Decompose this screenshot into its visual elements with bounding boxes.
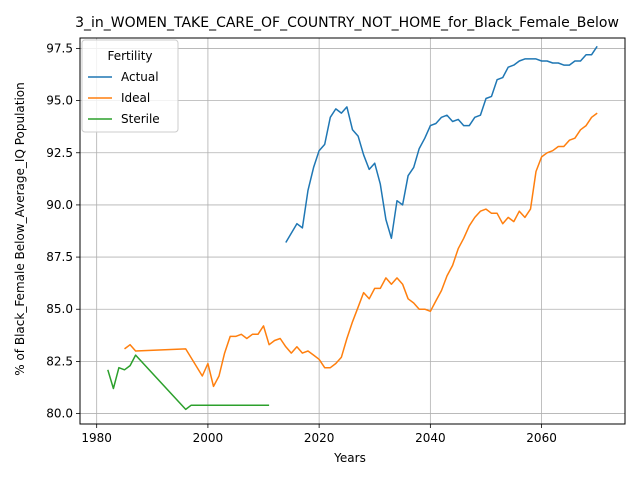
- series-line-ideal: [124, 112, 598, 388]
- y-tick-label: 92.5: [46, 146, 73, 160]
- y-tick-label: 95.0: [46, 94, 73, 108]
- plot-frame: [79, 37, 626, 425]
- y-tick-label: 87.5: [46, 250, 73, 264]
- x-tick-label: 2020: [304, 431, 335, 445]
- legend-label-actual: Actual: [121, 70, 159, 84]
- legend-label-sterile: Sterile: [121, 112, 160, 126]
- series-lines: [107, 45, 598, 411]
- x-tick-label: 2040: [415, 431, 446, 445]
- series-line-sterile: [107, 354, 270, 411]
- x-tick-label: 1980: [81, 431, 112, 445]
- y-tick-label: 85.0: [46, 302, 73, 316]
- y-axis-label: % of Black_Female Below_Average_IQ Popul…: [13, 82, 27, 376]
- y-tick-label: 82.5: [46, 354, 73, 368]
- x-tick-label: 2060: [526, 431, 557, 445]
- x-axis-ticks: 1980 2000 2020 2040 2060: [81, 424, 557, 445]
- y-axis-ticks: 80.0 82.5 85.0 87.5 90.0 92.5 95.0 97.5: [46, 41, 80, 421]
- x-tick-label: 2000: [193, 431, 224, 445]
- legend-label-ideal: Ideal: [121, 91, 150, 105]
- legend-box: [81, 39, 179, 133]
- series-line-actual: [285, 45, 598, 243]
- legend: Fertility Actual Ideal Sterile: [81, 39, 179, 133]
- x-axis-label: Years: [333, 451, 366, 465]
- y-tick-label: 97.5: [46, 41, 73, 55]
- chart-title: 3_in_WOMEN_TAKE_CARE_OF_COUNTRY_NOT_HOME…: [75, 15, 619, 31]
- y-tick-label: 90.0: [46, 198, 73, 212]
- y-tick-label: 80.0: [46, 407, 73, 421]
- legend-title: Fertility: [107, 49, 152, 63]
